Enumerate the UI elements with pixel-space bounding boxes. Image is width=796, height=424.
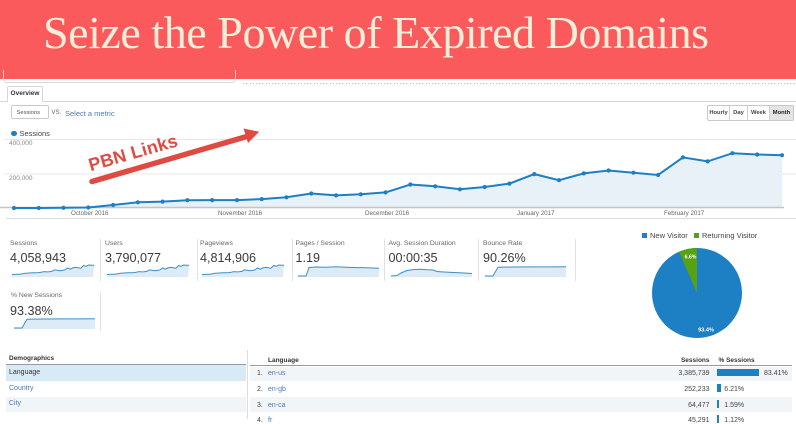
svg-text:6.6%: 6.6% xyxy=(685,255,697,261)
svg-text:93.4%: 93.4% xyxy=(698,328,714,334)
